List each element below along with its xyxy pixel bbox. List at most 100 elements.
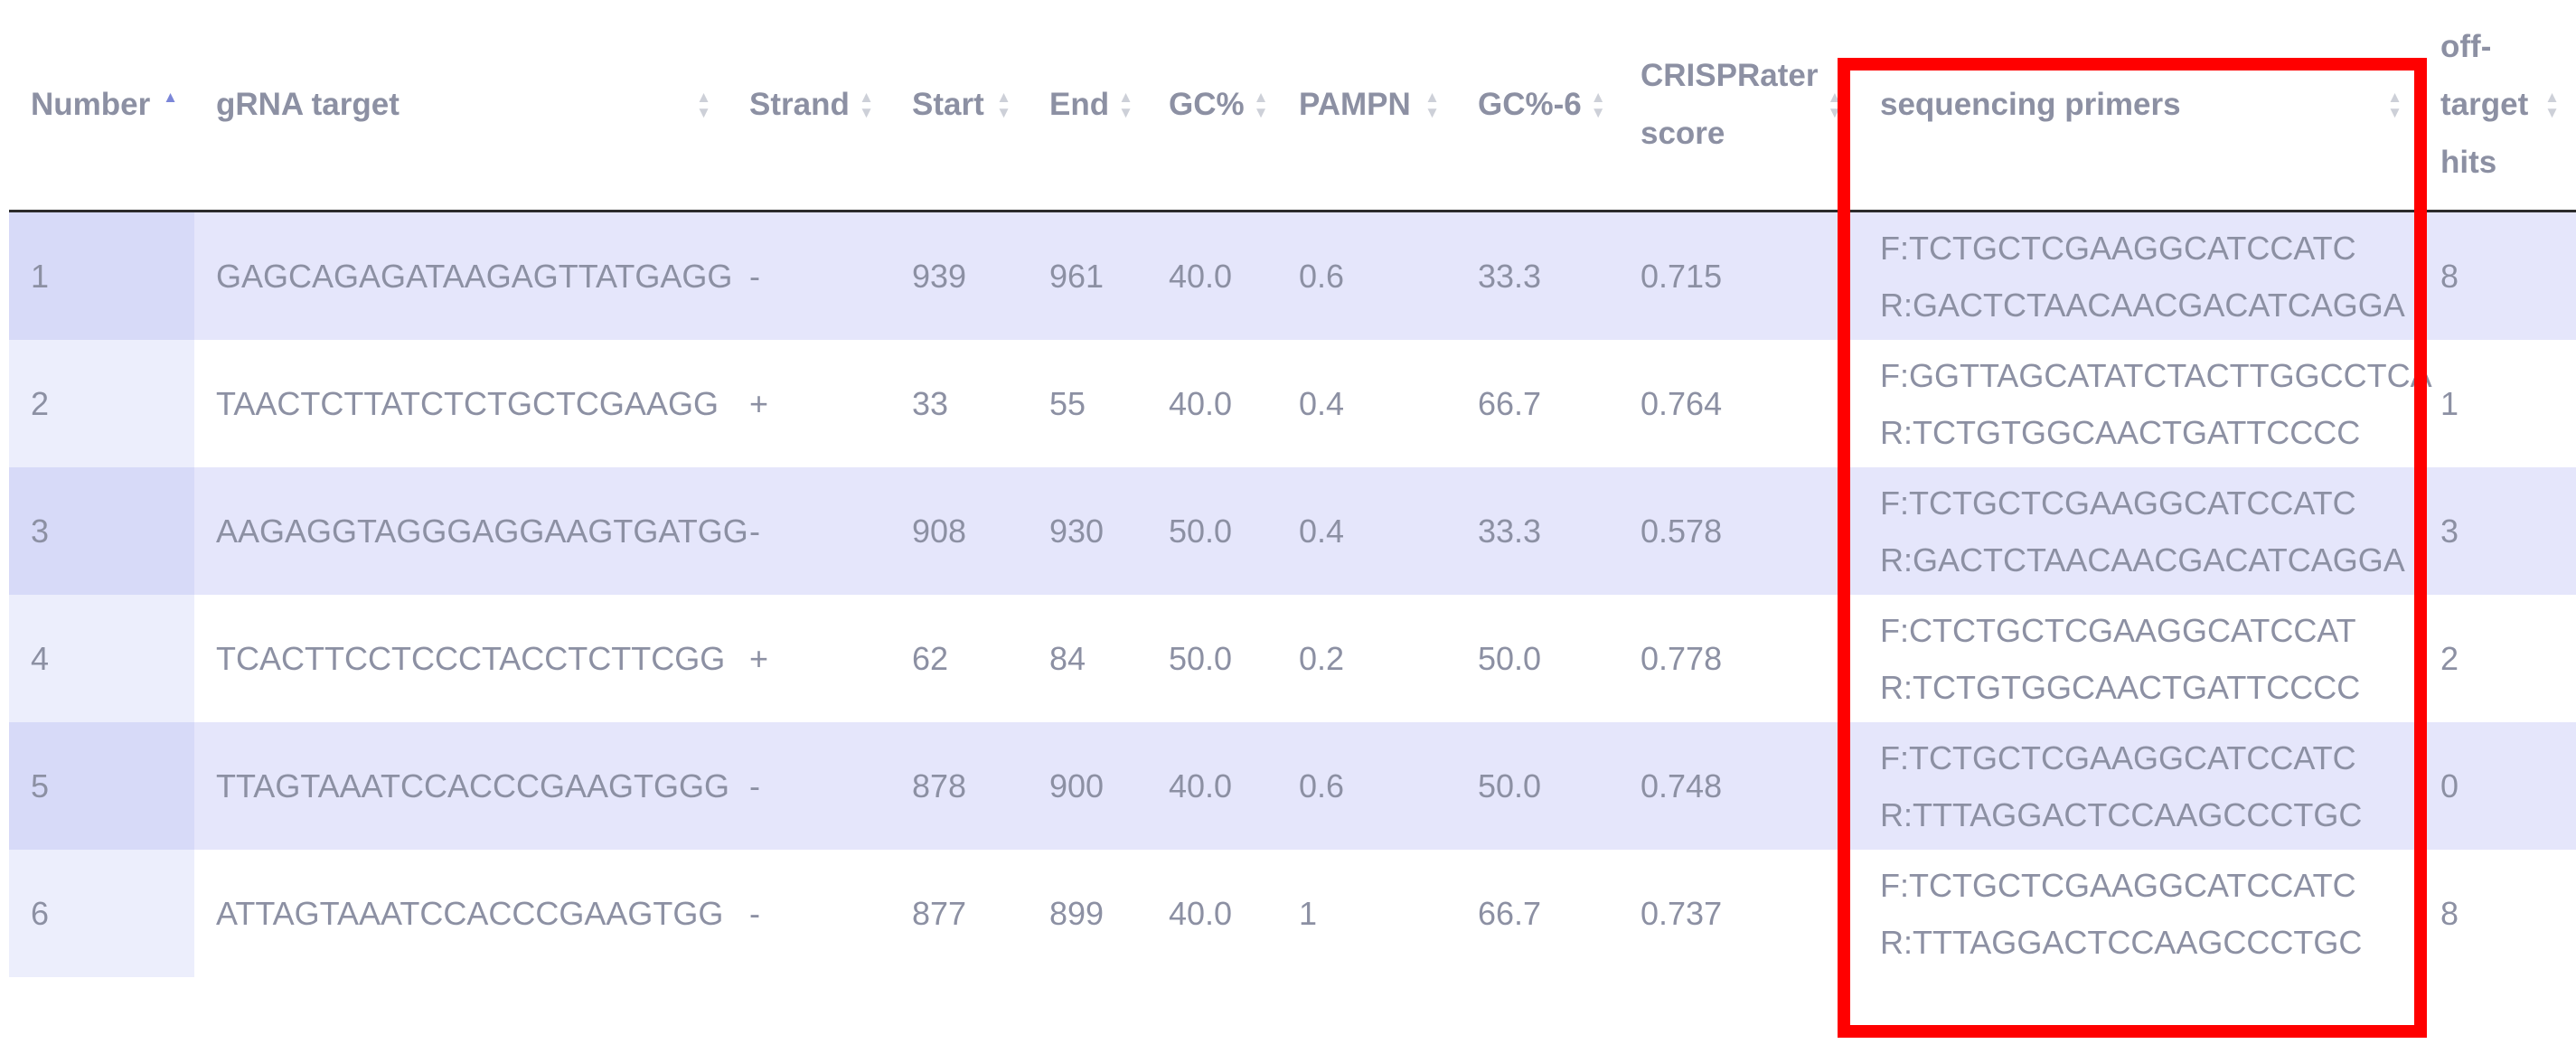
- cell-start: 908: [890, 467, 1028, 595]
- cell-pampn: 0.6: [1277, 722, 1456, 850]
- reverse-primer: R:TTTAGGACTCCAAGCCCTGC: [1880, 923, 2363, 961]
- forward-primer: F:TCTGCTCGAAGGCATCCATC: [1880, 484, 2356, 522]
- cell-strand: -: [728, 467, 890, 595]
- column-header-label: CRISPRater score: [1641, 58, 1819, 151]
- table-row: 6 ATTAGTAAATCCACCCGAAGTGG -877 899 40.0 1 66.7…: [9, 850, 2576, 977]
- cell-start: 877: [890, 850, 1028, 977]
- table-row: 4 TCACTTCCTCCCTACCTCTTCGG +62 84 50.0 0.2 50.0…: [9, 595, 2576, 722]
- cell-offtarget: 1: [2419, 340, 2576, 467]
- cell-gc6: 50.0: [1456, 722, 1619, 850]
- cell-gc: 40.0: [1147, 722, 1277, 850]
- column-header-label: Strand: [749, 87, 850, 122]
- column-header-number[interactable]: Number ▲▼: [9, 0, 194, 212]
- cell-strand: -: [728, 850, 890, 977]
- column-header-crisprater[interactable]: CRISPRater score ▲ ▼: [1619, 0, 1858, 212]
- column-header-label: off-target hits: [2440, 29, 2529, 180]
- forward-primer: F:TCTGCTCGAAGGCATCCATC: [1880, 866, 2356, 904]
- cell-start: 939: [890, 211, 1028, 340]
- cell-number: 3: [9, 467, 194, 595]
- cell-gRNA: AAGAGGTAGGGAGGAAGTGATGG: [194, 467, 748, 595]
- cell-offtarget: 3: [2419, 467, 2576, 595]
- cell-number: 5: [9, 722, 194, 850]
- cell-crisprater: 0.578: [1619, 467, 1858, 595]
- table-row: 1 GAGCAGAGATAAGAGTTATGAGG -939 961 40.0 0.6 33…: [9, 211, 2576, 340]
- sort-arrows-icon[interactable]: ▲ ▼: [996, 89, 1011, 121]
- cell-gc: 50.0: [1147, 467, 1277, 595]
- cell-pampn: 0.2: [1277, 595, 1456, 722]
- cell-gc: 40.0: [1147, 211, 1277, 340]
- table-row: 2 TAACTCTTATCTCTGCTCGAAGG +33 55 40.0 0.4 66.7…: [9, 340, 2576, 467]
- column-header-pampn[interactable]: PAMPN ▲ ▼: [1277, 0, 1456, 212]
- cell-crisprater: 0.737: [1619, 850, 1858, 977]
- column-header-gc[interactable]: GC% ▲ ▼: [1147, 0, 1277, 212]
- cell-gc: 50.0: [1147, 595, 1277, 722]
- column-header-label: sequencing primers: [1880, 87, 2181, 122]
- sort-arrows-icon[interactable]: ▲ ▼: [2544, 89, 2560, 121]
- cell-gc6: 33.3: [1456, 211, 1619, 340]
- sort-arrows-icon[interactable]: ▲ ▼: [1253, 89, 1269, 121]
- column-header-label: gRNA target: [216, 87, 400, 122]
- column-header-primers[interactable]: sequencing primers ▲ ▼: [1858, 0, 2419, 212]
- reverse-primer: R:GACTCTAACAACGACATCAGGA: [1880, 541, 2405, 579]
- sort-arrows-icon[interactable]: ▲ ▼: [859, 89, 874, 121]
- forward-primer: F:TCTGCTCGAAGGCATCCATC: [1880, 229, 2356, 267]
- forward-primer: F:TCTGCTCGAAGGCATCCATC: [1880, 738, 2356, 776]
- cell-start: 33: [890, 340, 1028, 467]
- table-header-row: Number▲▼gRNA target▲▼Strand▲▼Start▲▼End▲…: [9, 0, 2576, 212]
- column-header-end[interactable]: End ▲ ▼: [1028, 0, 1147, 212]
- sort-arrows-icon[interactable]: ▲ ▼: [2387, 89, 2402, 121]
- cell-pampn: 1: [1277, 850, 1456, 977]
- reverse-primer: R:GACTCTAACAACGACATCAGGA: [1880, 286, 2405, 324]
- sort-arrows-icon[interactable]: ▲ ▼: [1424, 89, 1440, 121]
- column-header-label: Number: [31, 87, 151, 122]
- cell-primers: F:GGTTAGCATATCTACTTGGCCTCA R:TCTGTGGCAACT…: [1858, 340, 2432, 467]
- column-header-offtarget[interactable]: off-target hits ▲ ▼: [2419, 0, 2576, 212]
- sort-arrows-icon[interactable]: ▲ ▼: [1118, 89, 1133, 121]
- cell-number: 1: [9, 211, 194, 340]
- column-header-label: PAMPN: [1299, 87, 1411, 122]
- column-header-label: GC%-6: [1478, 87, 1582, 122]
- cell-end: 84: [1028, 595, 1147, 722]
- column-header-label: End: [1049, 87, 1110, 122]
- cell-gRNA: GAGCAGAGATAAGAGTTATGAGG: [194, 211, 732, 340]
- cell-start: 62: [890, 595, 1028, 722]
- sort-ascending-icon[interactable]: ▲▼: [163, 89, 178, 106]
- cell-gRNA: TAACTCTTATCTCTGCTCGAAGG: [194, 340, 728, 467]
- cell-start: 878: [890, 722, 1028, 850]
- cell-crisprater: 0.764: [1619, 340, 1858, 467]
- cell-end: 55: [1028, 340, 1147, 467]
- cell-pampn: 0.4: [1277, 340, 1456, 467]
- cell-gRNA: TTAGTAAATCCACCCGAAGTGGG: [194, 722, 729, 850]
- cell-primers: F:TCTGCTCGAAGGCATCCATC R:GACTCTAACAACGACA…: [1858, 467, 2419, 595]
- table-row: 5 TTAGTAAATCCACCCGAAGTGGG -878 900 40.0 0.6 50…: [9, 722, 2576, 850]
- cell-offtarget: 2: [2419, 595, 2576, 722]
- cell-gc: 40.0: [1147, 340, 1277, 467]
- table-body: 1 GAGCAGAGATAAGAGTTATGAGG -939 961 40.0 0.6 33…: [9, 211, 2576, 977]
- cell-strand: +: [728, 340, 890, 467]
- sort-arrows-icon[interactable]: ▲ ▼: [696, 89, 711, 121]
- cell-number: 2: [9, 340, 194, 467]
- sort-arrows-icon[interactable]: ▲ ▼: [1827, 89, 1843, 121]
- cell-primers: F:CTCTGCTCGAAGGCATCCAT R:TCTGTGGCAACTGATT…: [1858, 595, 2419, 722]
- column-header-gc6[interactable]: GC%-6 ▲ ▼: [1456, 0, 1619, 212]
- column-header-gRNA[interactable]: gRNA target ▲ ▼: [194, 0, 728, 212]
- forward-primer: F:CTCTGCTCGAAGGCATCCAT: [1880, 611, 2356, 649]
- table-row: 3 AAGAGGTAGGGAGGAAGTGATGG -908 930 50.0 0.4 33…: [9, 467, 2576, 595]
- cell-end: 900: [1028, 722, 1147, 850]
- column-header-strand[interactable]: Strand ▲ ▼: [728, 0, 890, 212]
- column-header-start[interactable]: Start ▲ ▼: [890, 0, 1028, 212]
- grna-results-table: Number▲▼gRNA target▲▼Strand▲▼Start▲▼End▲…: [9, 0, 2576, 977]
- cell-gRNA: TCACTTCCTCCCTACCTCTTCGG: [194, 595, 728, 722]
- cell-crisprater: 0.715: [1619, 211, 1858, 340]
- cell-strand: -: [728, 211, 890, 340]
- sort-arrows-icon[interactable]: ▲ ▼: [1590, 89, 1606, 121]
- cell-end: 899: [1028, 850, 1147, 977]
- reverse-primer: R:TCTGTGGCAACTGATTCCCC: [1880, 413, 2361, 451]
- cell-gc: 40.0: [1147, 850, 1277, 977]
- cell-end: 930: [1028, 467, 1147, 595]
- cell-offtarget: 8: [2419, 211, 2576, 340]
- cell-gc6: 66.7: [1456, 850, 1619, 977]
- cell-end: 961: [1028, 211, 1147, 340]
- cell-primers: F:TCTGCTCGAAGGCATCCATC R:TTTAGGACTCCAAGCC…: [1858, 722, 2419, 850]
- reverse-primer: R:TTTAGGACTCCAAGCCCTGC: [1880, 795, 2363, 833]
